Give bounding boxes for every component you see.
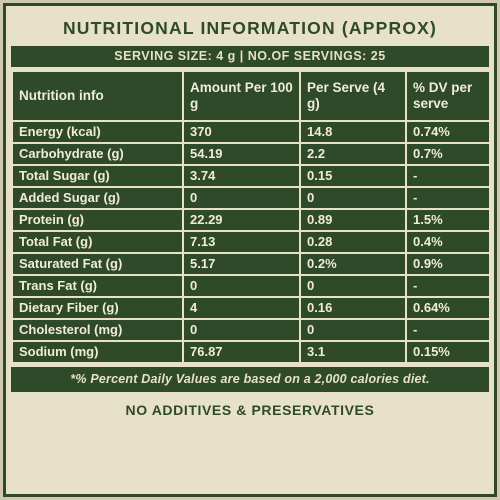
table-row: Total Sugar (g) 3.74 0.15 - [11,164,491,188]
table-row: Total Fat (g) 7.13 0.28 0.4% [11,230,491,254]
daily-value-footnote: *% Percent Daily Values are based on a 2… [11,367,489,392]
nutrient-name: Total Sugar (g) [11,164,184,188]
per-serve: 0.89 [299,208,407,232]
nutrient-name: Total Fat (g) [11,230,184,254]
header-amount-per-100g: Amount Per 100 g [182,70,301,122]
amount-per-100g: 4 [182,296,301,320]
nutrient-name: Dietary Fiber (g) [11,296,184,320]
table-row: Carbohydrate (g) 54.19 2.2 0.7% [11,142,491,166]
per-serve: 14.8 [299,120,407,144]
amount-per-100g: 7.13 [182,230,301,254]
dv-per-serve: 1.5% [405,208,491,232]
per-serve: 0.16 [299,296,407,320]
table-row: Trans Fat (g) 0 0 - [11,274,491,298]
label-title: NUTRITIONAL INFORMATION (APPROX) [62,18,438,38]
amount-per-100g: 76.87 [182,340,301,364]
per-serve: 0 [299,186,407,210]
nutrition-label: NUTRITIONAL INFORMATION (APPROX) SERVING… [3,3,497,497]
amount-per-100g: 54.19 [182,142,301,166]
dv-per-serve: - [405,318,491,342]
amount-per-100g: 0 [182,186,301,210]
header-nutrition-info: Nutrition info [11,70,184,122]
table-row: Sodium (mg) 76.87 3.1 0.15% [11,340,491,364]
dv-per-serve: 0.74% [405,120,491,144]
nutrient-name: Trans Fat (g) [11,274,184,298]
nutrient-name: Saturated Fat (g) [11,252,184,276]
dv-per-serve: - [405,274,491,298]
nutrient-name: Energy (kcal) [11,120,184,144]
table-row: Energy (kcal) 370 14.8 0.74% [11,120,491,144]
header-dv-per-serve: % DV per serve [405,70,491,122]
dv-per-serve: 0.64% [405,296,491,320]
no-additives-banner: NO ADDITIVES & PRESERVATIVES [125,402,375,418]
amount-per-100g: 0 [182,274,301,298]
nutrient-name: Cholesterol (mg) [11,318,184,342]
per-serve: 0 [299,318,407,342]
serving-info: SERVING SIZE: 4 g | NO.OF SERVINGS: 25 [11,46,489,67]
table-row: Cholesterol (mg) 0 0 - [11,318,491,342]
table-row: Saturated Fat (g) 5.17 0.2% 0.9% [11,252,491,276]
amount-per-100g: 5.17 [182,252,301,276]
table-row: Added Sugar (g) 0 0 - [11,186,491,210]
amount-per-100g: 3.74 [182,164,301,188]
per-serve: 0.15 [299,164,407,188]
per-serve: 3.1 [299,340,407,364]
header-per-serve: Per Serve (4 g) [299,70,407,122]
amount-per-100g: 22.29 [182,208,301,232]
dv-per-serve: - [405,186,491,210]
nutrition-table: Nutrition info Amount Per 100 g Per Serv… [11,70,491,364]
amount-per-100g: 370 [182,120,301,144]
nutrient-name: Protein (g) [11,208,184,232]
nutrient-name: Sodium (mg) [11,340,184,364]
dv-per-serve: 0.7% [405,142,491,166]
dv-per-serve: 0.4% [405,230,491,254]
per-serve: 0 [299,274,407,298]
table-row: Protein (g) 22.29 0.89 1.5% [11,208,491,232]
dv-per-serve: - [405,164,491,188]
per-serve: 2.2 [299,142,407,166]
per-serve: 0.28 [299,230,407,254]
dv-per-serve: 0.15% [405,340,491,364]
nutrient-name: Added Sugar (g) [11,186,184,210]
table-header-row: Nutrition info Amount Per 100 g Per Serv… [11,70,491,122]
dv-per-serve: 0.9% [405,252,491,276]
amount-per-100g: 0 [182,318,301,342]
nutrient-name: Carbohydrate (g) [11,142,184,166]
table-row: Dietary Fiber (g) 4 0.16 0.64% [11,296,491,320]
per-serve: 0.2% [299,252,407,276]
